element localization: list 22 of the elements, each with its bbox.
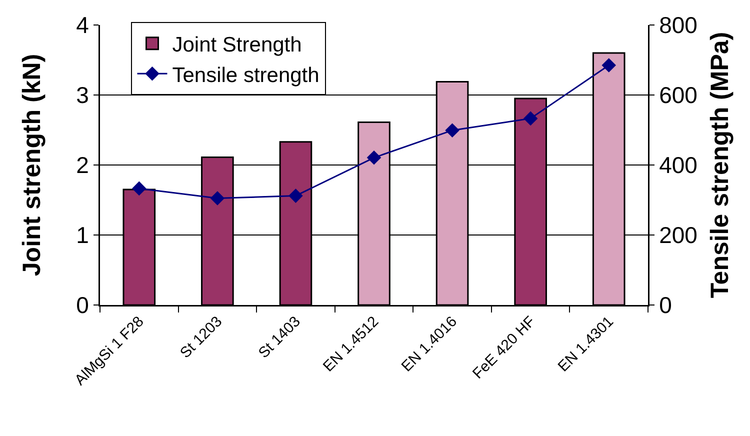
y-tick-label: 2: [76, 152, 89, 178]
y2-tick-label: 400: [659, 152, 698, 178]
point: [602, 58, 616, 72]
point: [210, 191, 225, 206]
y-tick-label: 3: [76, 82, 89, 108]
point: [366, 150, 382, 165]
legend-label: Tensile strength: [172, 64, 320, 87]
y-tick-label: 1: [76, 222, 89, 248]
y2-axis-title: Tensile strength (MPa): [706, 32, 734, 298]
y2-tick-label: 0: [659, 292, 672, 318]
x-tick-label: FeE 420 HF: [469, 313, 539, 382]
y-tick-label: 0: [76, 292, 89, 318]
point: [445, 123, 460, 138]
y2-tick-label: 800: [659, 12, 698, 38]
y-axis-title: Joint strength (kN): [18, 54, 46, 276]
y2-tick-label: 200: [659, 222, 698, 248]
point: [523, 111, 538, 126]
legend-label: Joint Strength: [172, 34, 302, 57]
y-tick-label: 4: [76, 12, 90, 38]
point: [132, 181, 146, 196]
point: [288, 188, 303, 203]
y2-tick-label: 600: [659, 82, 698, 108]
